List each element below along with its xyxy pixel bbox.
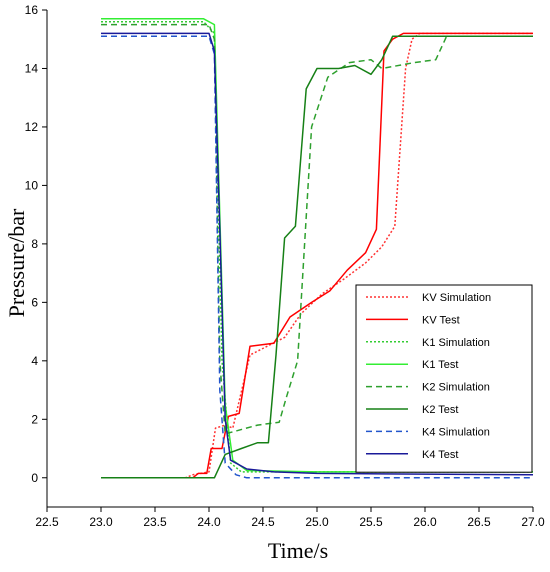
series-line-kv-test bbox=[101, 32, 533, 479]
legend-label-k2-simulation: K2 Simulation bbox=[422, 382, 490, 394]
legend-label-kv-simulation: KV Simulation bbox=[422, 292, 491, 304]
legend-label-k4-test: K4 Test bbox=[422, 449, 459, 461]
series-line-k2-test bbox=[101, 35, 533, 479]
y-tick-label: 0 bbox=[31, 471, 38, 485]
y-tick-label: 14 bbox=[25, 61, 39, 75]
y-tick-label: 2 bbox=[31, 412, 38, 426]
x-tick-label: 26.0 bbox=[413, 515, 437, 529]
legend-label-k1-simulation: K1 Simulation bbox=[422, 337, 490, 349]
series-lines bbox=[101, 18, 533, 479]
x-tick-label: 23.5 bbox=[143, 515, 167, 529]
x-axis-title: Time/s bbox=[268, 538, 328, 563]
x-tick-label: 22.5 bbox=[35, 515, 59, 529]
tick-layer: 22.5 23.0 23.5 24.0 24.5 25.0 25.5 26.0 26.5 27.0… bbox=[25, 3, 545, 529]
series-line-k4-test bbox=[101, 32, 533, 476]
series-line-k4-simulation bbox=[101, 35, 533, 479]
x-tick-label: 24.5 bbox=[251, 515, 275, 529]
x-tick-label: 25.5 bbox=[359, 515, 383, 529]
y-tick-label: 6 bbox=[31, 295, 38, 309]
x-tick-label: 23.0 bbox=[89, 515, 113, 529]
legend-label-kv-test: KV Test bbox=[422, 314, 460, 326]
legend-label-k1-test: K1 Test bbox=[422, 359, 459, 371]
y-tick-label: 16 bbox=[25, 3, 39, 17]
x-tick-label: 24.0 bbox=[197, 515, 221, 529]
legend-label-k2-test: K2 Test bbox=[422, 404, 459, 416]
x-tick-label: 25.0 bbox=[305, 515, 329, 529]
y-tick-label: 8 bbox=[31, 237, 38, 251]
legend-label-k4-simulation: K4 Simulation bbox=[422, 426, 490, 438]
y-tick-label: 10 bbox=[25, 178, 39, 192]
x-tick-label: 27.0 bbox=[521, 515, 545, 529]
y-tick-label: 12 bbox=[25, 120, 39, 134]
legend: KV Simulation KV Test K1 Simulation K1 Test… bbox=[355, 284, 533, 473]
y-tick-label: 4 bbox=[31, 354, 38, 368]
plot-layer bbox=[46, 10, 533, 508]
y-axis-title: Pressure/bar bbox=[4, 208, 29, 317]
x-tick-label: 26.5 bbox=[467, 515, 491, 529]
legend-box bbox=[355, 284, 533, 473]
